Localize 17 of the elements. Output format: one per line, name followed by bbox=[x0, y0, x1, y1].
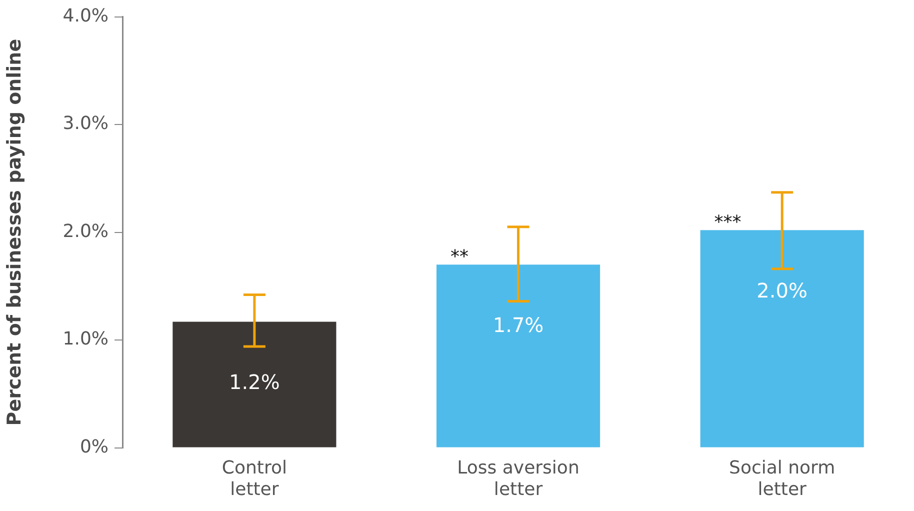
annotation: ** bbox=[450, 246, 468, 268]
data-label: 1.2% bbox=[229, 370, 280, 394]
data-label: 2.0% bbox=[756, 278, 808, 302]
y-axis-title: Percent of businesses paying online bbox=[3, 38, 26, 426]
y-tick-label: 0% bbox=[80, 436, 109, 458]
y-tick-label: 1.0% bbox=[62, 328, 109, 350]
x-tick-label: Loss aversion letter bbox=[457, 457, 580, 500]
y-tick-label: 3.0% bbox=[62, 113, 109, 134]
bar bbox=[172, 322, 336, 448]
x-tick-label: Control letter bbox=[222, 457, 287, 500]
x-tick-label: Social norm letter bbox=[729, 457, 836, 500]
data-label: 1.7% bbox=[492, 312, 544, 337]
y-tick-label: 2.0% bbox=[62, 220, 109, 242]
bar bbox=[700, 230, 864, 448]
bar bbox=[436, 264, 600, 448]
y-tick-label: 4.0% bbox=[62, 5, 109, 26]
annotation: *** bbox=[714, 212, 742, 233]
